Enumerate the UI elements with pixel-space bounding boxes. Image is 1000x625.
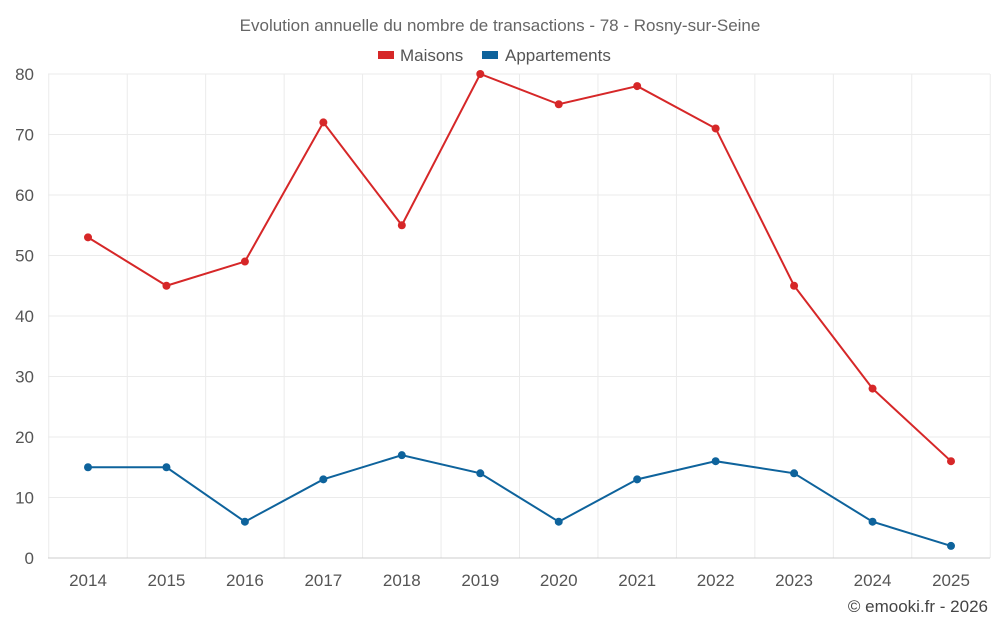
x-tick-label: 2024 (854, 571, 892, 590)
x-tick-label: 2018 (383, 571, 421, 590)
series-line-maisons (87, 72, 952, 462)
legend: Maisons Appartements (378, 46, 611, 65)
series-line-appartements (88, 454, 952, 547)
data-point-maisons-2014[interactable] (84, 233, 92, 242)
grid (48, 73, 991, 558)
y-tick-label: 40 (15, 307, 34, 326)
data-point-appartements-2017[interactable] (319, 475, 328, 484)
data-point-appartements-2014[interactable] (84, 463, 92, 472)
y-tick-label: 60 (15, 186, 34, 205)
x-tick-label: 2025 (932, 571, 970, 590)
chart-title: Evolution annuelle du nombre de transact… (240, 16, 761, 35)
legend-swatch-maisons (378, 51, 394, 59)
x-tick-label: 2021 (618, 571, 656, 590)
legend-label-maisons: Maisons (400, 46, 463, 65)
data-point-appartements-2019[interactable] (476, 469, 485, 478)
y-tick-label: 70 (15, 126, 34, 145)
x-tick-label: 2023 (775, 571, 813, 590)
data-point-appartements-2016[interactable] (240, 517, 249, 526)
data-point-maisons-2020[interactable] (554, 100, 563, 109)
x-tick-label: 2015 (148, 571, 186, 590)
legend-swatch-appartements (482, 51, 498, 59)
data-point-appartements-2021[interactable] (633, 475, 642, 484)
credit-text: © emooki.fr - 2026 (847, 597, 988, 616)
data-point-maisons-2015[interactable] (162, 281, 171, 290)
data-point-maisons-2022[interactable] (711, 124, 720, 133)
data-point-appartements-2020[interactable] (554, 517, 563, 526)
data-point-maisons-2021[interactable] (633, 82, 642, 91)
y-tick-label: 30 (15, 368, 34, 387)
data-point-appartements-2024[interactable] (868, 517, 877, 526)
data-point-appartements-2023[interactable] (790, 469, 799, 478)
y-tick-label: 20 (15, 428, 34, 447)
data-point-maisons-2019[interactable] (476, 70, 485, 78)
x-tick-label: 2017 (304, 571, 342, 590)
x-tick-label: 2019 (461, 571, 499, 590)
y-tick-label: 80 (15, 65, 34, 84)
data-point-maisons-2017[interactable] (319, 118, 328, 127)
data-point-maisons-2023[interactable] (790, 281, 799, 290)
axes: 0 10 20 30 40 50 60 70 80 2014 2015 2016 2017 2018 201… (15, 65, 990, 590)
y-tick-label: 10 (15, 489, 34, 508)
data-point-appartements-2015[interactable] (162, 463, 171, 472)
y-tick-label: 50 (15, 247, 34, 266)
data-point-appartements-2022[interactable] (711, 457, 720, 466)
legend-item-maisons[interactable]: Maisons (378, 46, 463, 65)
legend-item-appartements[interactable]: Appartements (482, 46, 611, 65)
data-point-appartements-2025[interactable] (947, 541, 955, 550)
series (84, 70, 955, 550)
data-point-maisons-2018[interactable] (397, 221, 406, 230)
x-tick-label: 2020 (540, 571, 578, 590)
data-point-maisons-2024[interactable] (868, 384, 877, 393)
data-point-appartements-2018[interactable] (397, 451, 406, 460)
x-tick-label: 2022 (697, 571, 735, 590)
data-point-maisons-2025[interactable] (947, 457, 955, 466)
x-tick-label: 2014 (69, 571, 107, 590)
data-point-maisons-2016[interactable] (240, 257, 249, 266)
y-tick-label: 0 (25, 549, 34, 568)
x-tick-label: 2016 (226, 571, 264, 590)
legend-label-appartements: Appartements (505, 46, 611, 65)
